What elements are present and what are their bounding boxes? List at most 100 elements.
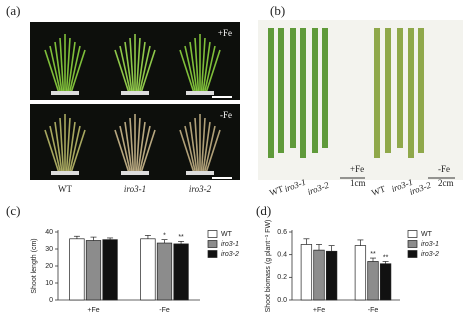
- y-tick-label: 0.2: [277, 274, 287, 281]
- plant-leaf: [200, 37, 206, 94]
- leaf-blade: [300, 28, 306, 158]
- scale-bar: [212, 96, 232, 98]
- plant-leaf: [124, 41, 133, 94]
- plant-leaf: [68, 45, 81, 94]
- plant-leaf: [67, 41, 76, 94]
- plant-leaf: [189, 121, 198, 174]
- panel-label: (d): [256, 203, 271, 218]
- plant-leaf: [49, 125, 62, 174]
- x-tick-label: -Fe: [368, 307, 379, 314]
- plant-leaf: [49, 45, 62, 94]
- treatment-label: -Fe: [220, 110, 232, 120]
- pot: [51, 171, 79, 175]
- bar: [85, 240, 102, 301]
- leaf-blade: [408, 28, 414, 158]
- scale-label: 1cm: [350, 178, 366, 188]
- pot: [186, 171, 214, 175]
- pot: [186, 91, 214, 95]
- legend-swatch: [407, 230, 418, 238]
- significance: **: [383, 254, 389, 261]
- plant-leaf: [205, 49, 221, 94]
- y-tick-label: 0: [49, 297, 53, 304]
- significance: **: [370, 251, 376, 258]
- panel-label: (b): [270, 3, 285, 18]
- plant-leaf: [59, 117, 65, 174]
- x-tick-label: -Fe: [159, 307, 170, 314]
- panel-label: (a): [6, 3, 20, 18]
- photo-leaves: [258, 20, 463, 180]
- y-tick-label: 40: [45, 229, 53, 236]
- bar: [300, 244, 313, 301]
- plant-leaf: [179, 49, 195, 94]
- legend-swatch: [207, 230, 218, 238]
- bar: [379, 263, 392, 301]
- panel-label: (c): [6, 203, 20, 218]
- pot: [121, 171, 149, 175]
- y-tick-label: 30: [45, 246, 53, 253]
- bar: [102, 239, 118, 301]
- plant-leaf: [124, 121, 133, 174]
- treatment-label: -Fe: [438, 164, 450, 174]
- genotype-label: iro3-2: [189, 184, 212, 194]
- treatment-label: +Fe: [218, 28, 232, 38]
- plant-leaf: [135, 37, 141, 94]
- plant-leaf: [54, 41, 63, 94]
- bar: [69, 238, 85, 301]
- plant-leaf: [138, 45, 151, 94]
- plant-leaf: [54, 121, 63, 174]
- plant-leaf: [203, 45, 216, 94]
- leaf-blade: [374, 28, 380, 158]
- y-axis-label: Shoot length (cm): [31, 238, 38, 293]
- pot: [121, 91, 149, 95]
- plant-leaf: [205, 129, 221, 174]
- plant-leaf: [119, 125, 132, 174]
- plant-leaf: [65, 37, 71, 94]
- leaf-blade: [278, 28, 284, 153]
- significance: *: [163, 232, 166, 239]
- plant-leaf: [129, 37, 135, 94]
- plant-leaf: [70, 49, 86, 94]
- genotype-label: WT: [58, 184, 72, 194]
- scale-label: 2cm: [438, 178, 454, 188]
- bar: [313, 249, 325, 301]
- legend-label: iro3-1: [421, 241, 439, 248]
- leaf-blade: [397, 28, 403, 148]
- x-tick-label: +Fe: [87, 307, 99, 314]
- leaf-blade: [268, 28, 274, 158]
- plant-leaf: [114, 129, 130, 174]
- plant-leaf: [184, 125, 197, 174]
- plant-leaf: [140, 49, 156, 94]
- plant-leaf: [129, 117, 135, 174]
- plant-leaf: [189, 41, 198, 94]
- plant-leaf: [140, 129, 156, 174]
- plant-leaf: [135, 117, 141, 174]
- y-axis-label: Shoot biomass (g plant⁻¹ FW): [265, 220, 272, 313]
- scale-bar: [212, 177, 232, 179]
- bar: [354, 245, 367, 301]
- leaf-blade: [385, 28, 391, 153]
- significance: **: [178, 234, 184, 241]
- legend-swatch: [407, 240, 418, 248]
- legend-label: iro3-2: [221, 251, 239, 258]
- pot: [51, 91, 79, 95]
- y-tick-label: 10: [45, 280, 53, 287]
- plant-leaf: [202, 41, 211, 94]
- leaf-blade: [322, 28, 328, 148]
- bar: [367, 261, 379, 301]
- legend-label: WT: [221, 231, 233, 238]
- legend-label: iro3-1: [221, 241, 239, 248]
- plant-leaf: [137, 121, 146, 174]
- genotype-label: iro3-2: [306, 180, 331, 197]
- treatment-label: +Fe: [350, 164, 364, 174]
- plant-leaf: [114, 49, 130, 94]
- y-tick-label: 0.6: [277, 229, 287, 236]
- legend-swatch: [207, 240, 218, 248]
- legend-label: iro3-2: [421, 251, 439, 258]
- legend-swatch: [407, 250, 418, 258]
- genotype-label: iro3-1: [124, 184, 146, 194]
- plant-leaf: [203, 125, 216, 174]
- plant-leaf: [202, 121, 211, 174]
- genotype-label: WT: [370, 183, 387, 197]
- leaf-blade: [418, 28, 424, 153]
- plant-leaf: [59, 37, 65, 94]
